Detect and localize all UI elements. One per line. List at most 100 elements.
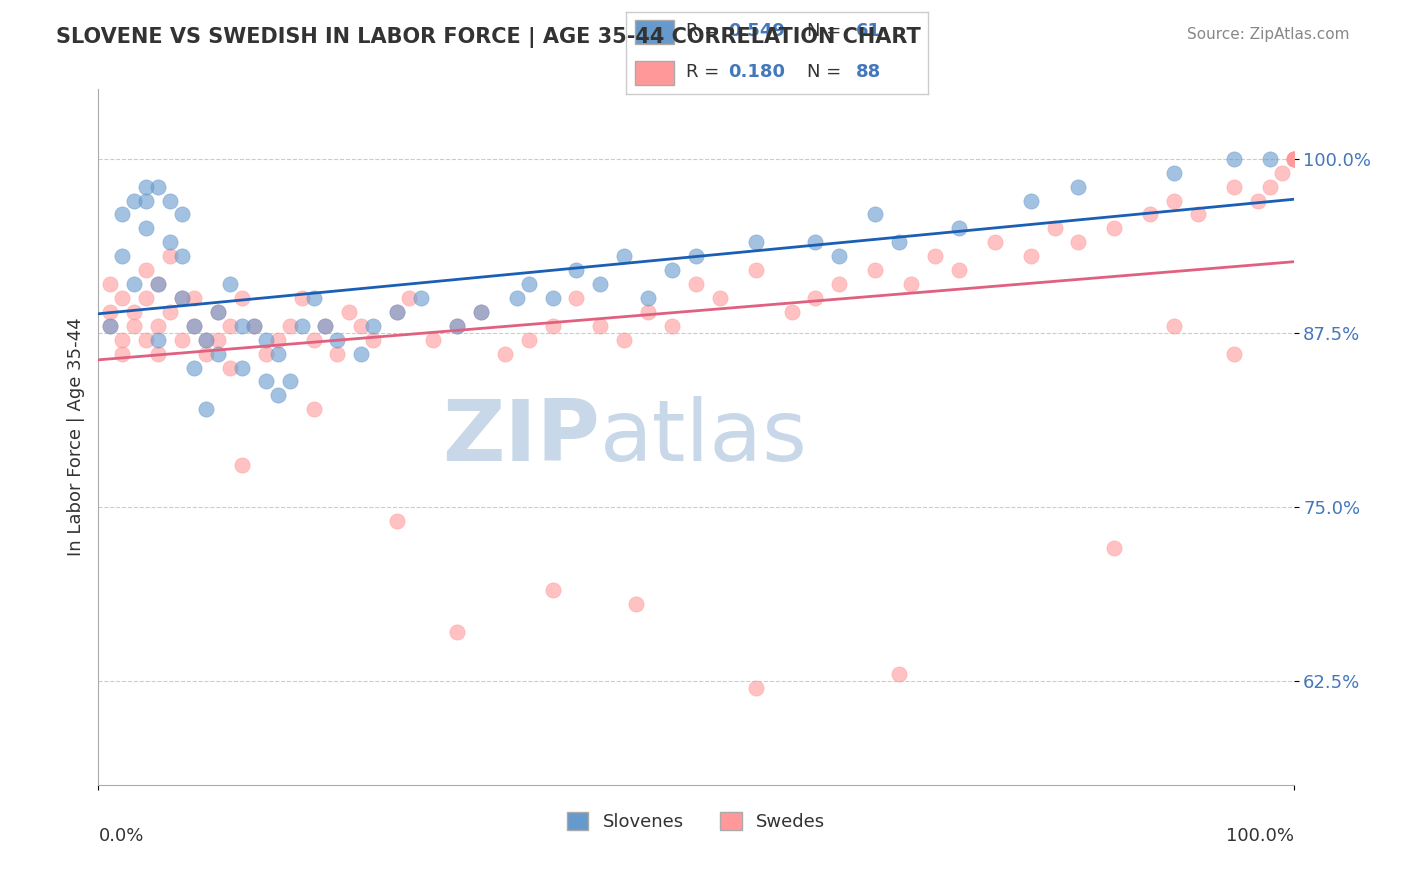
Point — [1271, 166, 1294, 180]
Point — [124, 194, 146, 208]
Point — [326, 346, 349, 360]
Point — [517, 277, 540, 291]
Point — [565, 291, 588, 305]
Point — [183, 318, 205, 333]
Point — [172, 249, 194, 263]
Point — [948, 221, 970, 235]
Point — [865, 263, 887, 277]
Point — [148, 277, 170, 291]
Text: 88: 88 — [855, 63, 880, 81]
Point — [326, 333, 349, 347]
Point — [278, 375, 301, 389]
Point — [865, 207, 887, 221]
Point — [124, 305, 146, 319]
Point — [111, 291, 134, 305]
Text: 0.180: 0.180 — [728, 63, 786, 81]
Point — [183, 291, 205, 305]
Point — [385, 305, 409, 319]
Point — [363, 318, 385, 333]
Point — [135, 221, 157, 235]
Point — [207, 346, 229, 360]
Point — [685, 277, 707, 291]
Point — [470, 305, 492, 319]
Point — [565, 263, 588, 277]
Legend: Slovenes, Swedes: Slovenes, Swedes — [560, 805, 832, 838]
Point — [302, 402, 325, 417]
Point — [207, 305, 229, 319]
Point — [243, 318, 266, 333]
Point — [745, 681, 768, 695]
Point — [148, 277, 170, 291]
Point — [745, 235, 768, 250]
Point — [589, 277, 612, 291]
Point — [613, 249, 636, 263]
Point — [315, 318, 337, 333]
Point — [111, 333, 134, 347]
Point — [124, 318, 146, 333]
Point — [195, 333, 218, 347]
Point — [385, 514, 409, 528]
Point — [111, 346, 134, 360]
Point — [1163, 166, 1185, 180]
Point — [1104, 221, 1126, 235]
Point — [1258, 152, 1281, 166]
Point — [1019, 194, 1042, 208]
Point — [148, 346, 170, 360]
Text: 100.0%: 100.0% — [1226, 827, 1294, 845]
Point — [709, 291, 731, 305]
Point — [589, 318, 612, 333]
Point — [111, 207, 134, 221]
Text: atlas: atlas — [600, 395, 808, 479]
Point — [135, 263, 157, 277]
Point — [804, 291, 827, 305]
Point — [422, 333, 444, 347]
Point — [254, 333, 277, 347]
Point — [1163, 318, 1185, 333]
Point — [195, 333, 218, 347]
Point — [1187, 207, 1209, 221]
Point — [637, 305, 659, 319]
Point — [231, 360, 253, 375]
Point — [626, 597, 648, 611]
Point — [350, 346, 373, 360]
Point — [135, 179, 157, 194]
Text: 61: 61 — [855, 22, 880, 40]
Text: SLOVENE VS SWEDISH IN LABOR FORCE | AGE 35-44 CORRELATION CHART: SLOVENE VS SWEDISH IN LABOR FORCE | AGE … — [56, 27, 921, 48]
Point — [159, 249, 181, 263]
Point — [254, 375, 277, 389]
Point — [148, 318, 170, 333]
Point — [1019, 249, 1042, 263]
Point — [363, 333, 385, 347]
Point — [172, 333, 194, 347]
Point — [302, 291, 325, 305]
Point — [828, 249, 851, 263]
Point — [98, 318, 122, 333]
Text: R =: R = — [686, 63, 725, 81]
Point — [1223, 152, 1246, 166]
Point — [172, 207, 194, 221]
Point — [1163, 194, 1185, 208]
Point — [183, 318, 205, 333]
Point — [278, 318, 301, 333]
Point — [411, 291, 433, 305]
Point — [1282, 152, 1305, 166]
Point — [1043, 221, 1066, 235]
Point — [231, 291, 253, 305]
Point — [291, 291, 314, 305]
Point — [172, 291, 194, 305]
Point — [291, 318, 314, 333]
Point — [207, 333, 229, 347]
Point — [924, 249, 946, 263]
Point — [219, 318, 242, 333]
Point — [1258, 179, 1281, 194]
Point — [541, 583, 564, 598]
Point — [1104, 541, 1126, 556]
Point — [159, 305, 181, 319]
Point — [183, 360, 205, 375]
Point — [828, 277, 851, 291]
Point — [948, 263, 970, 277]
Point — [231, 318, 253, 333]
Point — [398, 291, 420, 305]
Point — [350, 318, 373, 333]
Point — [385, 305, 409, 319]
